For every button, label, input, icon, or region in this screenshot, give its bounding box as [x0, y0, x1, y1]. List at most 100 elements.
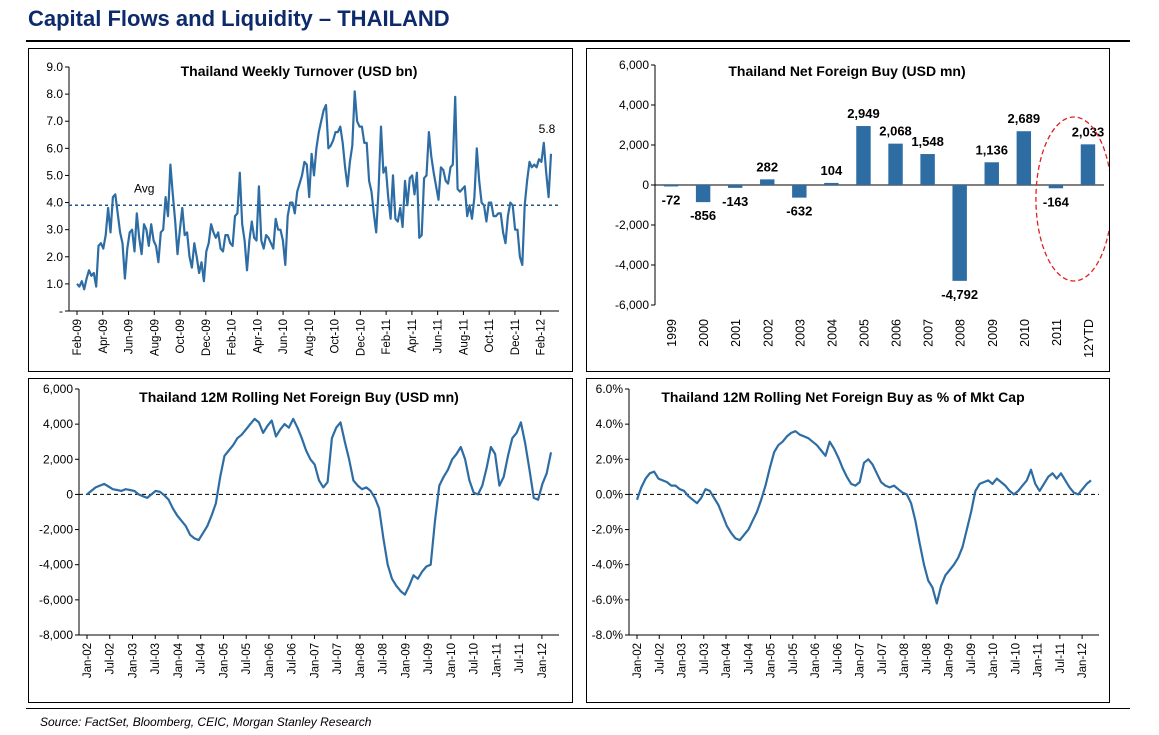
x-tick-label: Oct-10 [330, 319, 342, 354]
y-tick-label: 9.0 [46, 60, 63, 74]
rolling-usd-chart: -8,000 -6,000 -4,000 -2,000 0 2,000 4,000 6,000… [39, 382, 559, 678]
x-tick-label: Jan-06 [264, 643, 276, 678]
y-tick-label: 6,000 [43, 382, 73, 396]
x-tick-label: 2004 [825, 319, 839, 347]
bar-value-label: -632 [786, 204, 812, 219]
bar [856, 126, 871, 185]
bar-value-label: 1,136 [975, 142, 1008, 157]
x-tick-label: Jul-11 [1055, 643, 1067, 673]
x-tick-label: Jan-02 [82, 643, 94, 678]
y-tick-label: -2.0% [592, 523, 624, 537]
x-tick-label: Jun-10 [278, 319, 290, 354]
x-tick-label: 12YTD [1082, 319, 1096, 358]
y-tick-label: -4.0% [592, 558, 624, 572]
x-tick-label: Jul-04 [196, 642, 208, 674]
bar-value-label: 2,068 [879, 124, 912, 139]
x-tick-label: Jan-07 [309, 643, 321, 678]
net-foreign-buy-panel: -6,000 -4,000 -2,000 0 2,000 4,000 6,000 Thaila… [586, 48, 1110, 372]
y-tick-label: 8.0 [46, 87, 63, 101]
y-tick-label: -8.0% [592, 628, 624, 642]
bar [663, 185, 679, 187]
highlight-ellipse [1035, 116, 1109, 282]
y-tick-label: -2,000 [615, 218, 649, 232]
x-tick-label: Apr-10 [252, 319, 264, 354]
bar [760, 179, 775, 185]
y-tick-label: 0.0% [596, 487, 624, 501]
chart-title: Thailand Net Foreign Buy (USD mn) [728, 63, 965, 79]
y-tick-label: 4,000 [43, 417, 73, 431]
y-tick-label: 2,000 [619, 138, 649, 152]
y-tick-label: 1.0 [46, 277, 63, 291]
average-label: Avg [134, 181, 154, 195]
x-tick-label: Jan-05 [766, 643, 778, 678]
x-tick-label: 2006 [890, 319, 904, 347]
y-tick-label: -8,000 [39, 628, 73, 642]
y-tick-label: 4.0 [46, 196, 63, 210]
y-tick-label: -6,000 [615, 298, 649, 312]
bar [1048, 185, 1064, 189]
x-tick-label: Jan-07 [855, 643, 867, 678]
x-tick-label: Dec-11 [510, 319, 522, 355]
y-tick-label: 7.0 [46, 114, 63, 128]
x-tick-label: Jul-09 [966, 643, 978, 674]
bar [984, 162, 999, 185]
bar [1080, 144, 1096, 185]
y-tick-label: -6.0% [592, 593, 624, 607]
x-tick-label: 2010 [1018, 319, 1032, 347]
x-tick-label: Jul-03 [699, 643, 711, 674]
x-tick-label: Aug-11 [458, 319, 470, 355]
x-tick-label: Jul-05 [788, 643, 800, 674]
x-tick-label: Aug-09 [149, 319, 161, 356]
x-tick-label: Jul-04 [743, 642, 755, 674]
x-tick-label: Jan-08 [355, 643, 367, 678]
source-note: Source: FactSet, Bloomberg, CEIC, Morgan… [40, 715, 372, 729]
turnover-panel: - 1.0 2.0 3.0 4.0 5.0 6.0 7.0 8.0 9.0 Thailand Wee… [28, 48, 573, 372]
x-tick-label: Jan-09 [400, 643, 412, 678]
x-tick-label: Jun-11 [433, 319, 445, 353]
x-tick-label: Apr-09 [98, 319, 110, 354]
x-tick-label: Jan-11 [491, 643, 503, 677]
x-tick-label: 2007 [922, 319, 936, 347]
bar-value-label: 2,949 [847, 106, 880, 121]
x-tick-label: Feb-11 [381, 319, 393, 355]
bar-value-label: -4,792 [941, 287, 978, 302]
footer-rule [26, 708, 1130, 709]
x-tick-label: Jan-08 [899, 643, 911, 678]
x-tick-label: Jan-04 [173, 642, 185, 678]
net-foreign-buy-chart: -6,000 -4,000 -2,000 0 2,000 4,000 6,000 Thaila… [615, 58, 1109, 358]
bar-value-label: 2,033 [1072, 124, 1105, 139]
x-tick-label: Oct-09 [175, 319, 187, 354]
x-tick-label: Jul-10 [469, 643, 481, 674]
x-tick-label: Jul-11 [514, 643, 526, 673]
x-tick-label: 2009 [986, 319, 1000, 347]
y-tick-label: -4,000 [39, 558, 73, 572]
y-tick-label: 6.0 [46, 141, 63, 155]
chart-title: Thailand Weekly Turnover (USD bn) [181, 63, 418, 79]
y-tick-label: 2.0% [596, 452, 624, 466]
y-tick-label: 3.0 [46, 223, 63, 237]
turnover-chart: - 1.0 2.0 3.0 4.0 5.0 6.0 7.0 8.0 9.0 Thailand Wee… [46, 60, 559, 356]
x-tick-label: Dec-10 [355, 319, 367, 356]
x-tick-label: 2008 [954, 319, 968, 347]
x-tick-label: Oct-11 [484, 319, 496, 353]
rolling-pct-panel: -8.0% -6.0% -4.0% -2.0% 0.0% 2.0% 4.0% 6.0% Thai… [586, 378, 1110, 703]
bar [824, 182, 839, 185]
x-tick-label: Jan-12 [1077, 643, 1089, 678]
x-tick-label: Jan-04 [721, 642, 733, 678]
x-tick-label: Jan-05 [218, 643, 230, 678]
series-line [86, 417, 553, 596]
bar [920, 154, 935, 185]
bar-value-label: -143 [722, 194, 748, 209]
end-value-label: 5.8 [539, 122, 556, 136]
chart-title: Thailand 12M Rolling Net Foreign Buy as … [661, 389, 1024, 405]
x-tick-label: Aug-10 [304, 319, 316, 356]
bar-value-label: 2,689 [1008, 111, 1041, 126]
x-tick-label: Jan-11 [1033, 643, 1045, 677]
x-tick-label: Jul-05 [241, 643, 253, 674]
x-tick-label: 2000 [697, 319, 711, 347]
x-tick-label: Jan-02 [632, 643, 644, 678]
x-tick-label: Jan-03 [677, 643, 689, 678]
bar-value-label: 104 [821, 163, 843, 178]
x-tick-label: Jul-06 [832, 643, 844, 674]
x-tick-label: Jul-10 [1010, 643, 1022, 674]
